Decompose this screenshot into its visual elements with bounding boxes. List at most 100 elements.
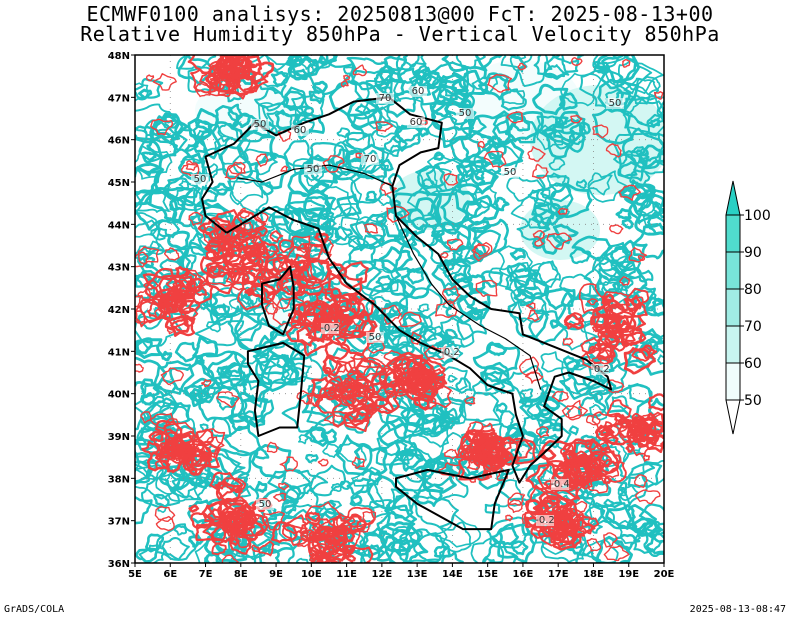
- contour-label: 50: [609, 98, 622, 109]
- omega-contour: [402, 382, 412, 392]
- omega-contour: [591, 322, 604, 333]
- omega-contour: [229, 537, 240, 547]
- rh-contour: [135, 82, 149, 102]
- omega-contour: [459, 448, 478, 461]
- contour-label-bg: [501, 167, 519, 178]
- omega-contour: [604, 330, 626, 352]
- contour-label: -0.2: [590, 364, 610, 375]
- omega-contour: [269, 230, 284, 243]
- rh-contour: [212, 182, 231, 196]
- omega-contour: [210, 524, 237, 544]
- rh-contour: [517, 296, 547, 323]
- omega-contour: [476, 433, 512, 462]
- rh-contour: [621, 218, 634, 230]
- rh-contour: [458, 391, 502, 423]
- omega-contour: [201, 436, 225, 455]
- rh-contour: [510, 540, 529, 556]
- omega-contour: [477, 140, 486, 149]
- omega-contour: [356, 523, 370, 533]
- lat-tick-label: 44N: [108, 220, 130, 231]
- rh-contour: [618, 59, 664, 95]
- omega-contour: [296, 390, 315, 405]
- rh-contour: [346, 56, 396, 91]
- rh-contour: [138, 88, 153, 100]
- rh-contour: [401, 230, 417, 246]
- rh-contour: [612, 267, 648, 299]
- rh-contour: [587, 172, 613, 196]
- omega-contour: [195, 82, 212, 98]
- rh-contour: [571, 235, 613, 262]
- omega-contour: [439, 252, 449, 259]
- lon-tick-label: 15E: [477, 569, 498, 580]
- omega-contour: [605, 143, 622, 158]
- rh-contour: [307, 56, 355, 96]
- rh-contour: [630, 146, 649, 165]
- rh-contour: [144, 186, 194, 222]
- lon-tick-label: 9E: [269, 569, 283, 580]
- rh-contour: [542, 128, 576, 159]
- omega-contour: [423, 376, 446, 392]
- rh-contour: [455, 377, 473, 394]
- rh-contour: [583, 319, 614, 345]
- omega-contour: [303, 243, 326, 260]
- rh-contour: [292, 111, 325, 140]
- lon-tick-label: 12E: [371, 569, 392, 580]
- rh-contour: [210, 303, 232, 322]
- rh-contour: [575, 179, 588, 190]
- rh-contour: [237, 410, 256, 424]
- rh-contour: [178, 254, 197, 271]
- omega-contour: [305, 299, 327, 316]
- sicily-coastline: [395, 468, 510, 531]
- rh-contour: [514, 272, 549, 300]
- rh-contour: [391, 525, 410, 541]
- rh-contour: [548, 157, 566, 171]
- omega-contour: [178, 296, 201, 313]
- omega-contour: [278, 482, 290, 491]
- omega-contour: [546, 232, 572, 250]
- rh-contour: [494, 196, 510, 212]
- rh-contour: [334, 225, 353, 241]
- rh-contour: [540, 351, 564, 373]
- rh-contour: [155, 471, 203, 502]
- rh-contour: [229, 172, 264, 206]
- rh-contour: [166, 230, 190, 250]
- rh-contour: [504, 110, 544, 143]
- rh-contour: [387, 173, 406, 193]
- rh-contour: [558, 92, 578, 111]
- rh-contour: [216, 366, 233, 378]
- omega-contour: [346, 364, 381, 388]
- rh-contour: [438, 410, 457, 427]
- rh-contour: [628, 382, 653, 404]
- omega-contour: [471, 242, 490, 258]
- omega-contour: [551, 390, 569, 403]
- rh-contour: [389, 448, 435, 483]
- rh-contour: [549, 182, 593, 219]
- lat-tick-label: 48N: [108, 51, 130, 62]
- omega-contour: [596, 441, 610, 451]
- omega-contour: [170, 314, 196, 337]
- rh-contour: [219, 144, 254, 181]
- rh-contour: [173, 187, 205, 211]
- rh-contour: [168, 425, 199, 448]
- rh-contour: [135, 77, 164, 100]
- omega-contour: [295, 275, 324, 296]
- lat-tick-label: 38N: [108, 474, 130, 485]
- rh-contour: [456, 307, 487, 341]
- omega-contour: [443, 173, 459, 186]
- rh-contour: [281, 392, 330, 433]
- omega-contour: [226, 269, 237, 279]
- omega-contour: [297, 537, 311, 548]
- rh-contour: [339, 480, 353, 490]
- lon-tick-label: 20E: [654, 569, 675, 580]
- omega-contour: [314, 391, 343, 415]
- credit-label: GrADS/COLA: [4, 604, 65, 615]
- omega-contour: [248, 245, 262, 256]
- rh-contour: [616, 274, 634, 289]
- rh-contour: [429, 97, 475, 132]
- rh-contour: [421, 178, 435, 190]
- rh-contour: [596, 55, 641, 84]
- omega-contour: [585, 413, 601, 426]
- omega-contour: [217, 83, 235, 98]
- omega-contour: [614, 412, 626, 423]
- map-plot-area: 50 60 70 60 50 60 70 50 50 50 50 50 50 -0.2 -0.2 -0.2 -0…: [135, 55, 664, 563]
